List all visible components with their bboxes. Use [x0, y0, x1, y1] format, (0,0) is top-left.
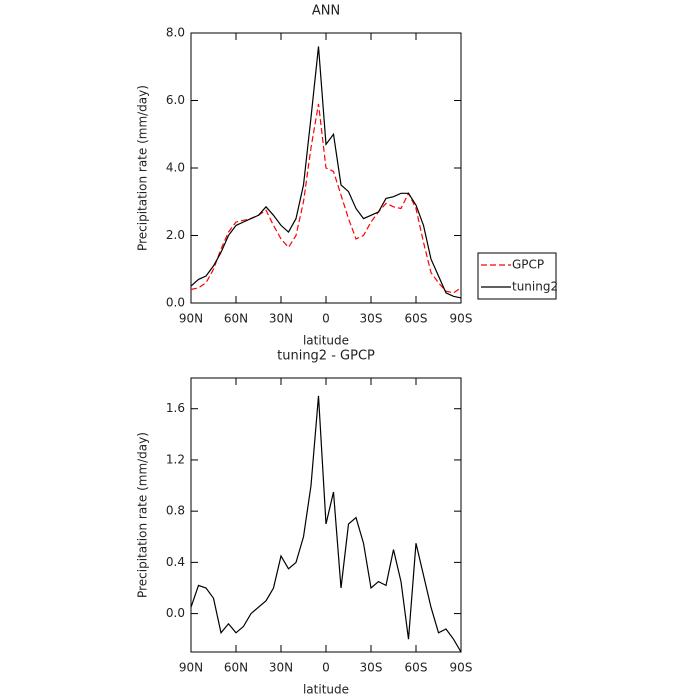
x-tick-label: 90N [179, 661, 203, 675]
data-line [190, 395, 462, 653]
x-tick-label: 30S [360, 312, 383, 326]
x-tick-label: 30N [269, 312, 293, 326]
legend-box [477, 252, 557, 300]
x-tick-label: 0 [322, 312, 330, 326]
y-tick-label: 6.0 [166, 93, 185, 107]
x-tick-label: 30N [269, 661, 293, 675]
data-line [190, 103, 462, 294]
y-axis-label: Precipitation rate (mm/day) [136, 432, 150, 598]
y-tick-label: 8.0 [166, 26, 185, 40]
x-tick-label: 60S [405, 661, 428, 675]
legend-label: tuning2 [512, 280, 558, 294]
x-axis-label: latitude [303, 683, 349, 697]
x-tick-label: 90S [450, 312, 473, 326]
plot-frame [190, 377, 462, 653]
y-tick-label: 0.0 [166, 296, 185, 310]
y-tick-label: 0.4 [166, 555, 185, 569]
y-tick-label: 4.0 [166, 161, 185, 175]
data-line [190, 46, 462, 299]
x-tick-label: 30S [360, 661, 383, 675]
plot-frame [190, 32, 462, 304]
chart-title: tuning2 - GPCP [277, 349, 375, 364]
x-tick-label: 60N [224, 661, 248, 675]
x-tick-label: 90N [179, 312, 203, 326]
y-tick-label: 0.8 [166, 504, 185, 518]
x-axis-label: latitude [303, 334, 349, 348]
x-tick-label: 0 [322, 661, 330, 675]
y-tick-label: 1.6 [166, 401, 185, 415]
y-tick-label: 0.0 [166, 606, 185, 620]
x-tick-label: 60N [224, 312, 248, 326]
x-tick-label: 60S [405, 312, 428, 326]
y-tick-label: 2.0 [166, 228, 185, 242]
y-axis-label: Precipitation rate (mm/day) [136, 85, 150, 251]
x-tick-label: 90S [450, 661, 473, 675]
legend-label: GPCP [512, 258, 544, 272]
y-tick-label: 1.2 [166, 452, 185, 466]
chart-title: ANN [312, 4, 340, 19]
